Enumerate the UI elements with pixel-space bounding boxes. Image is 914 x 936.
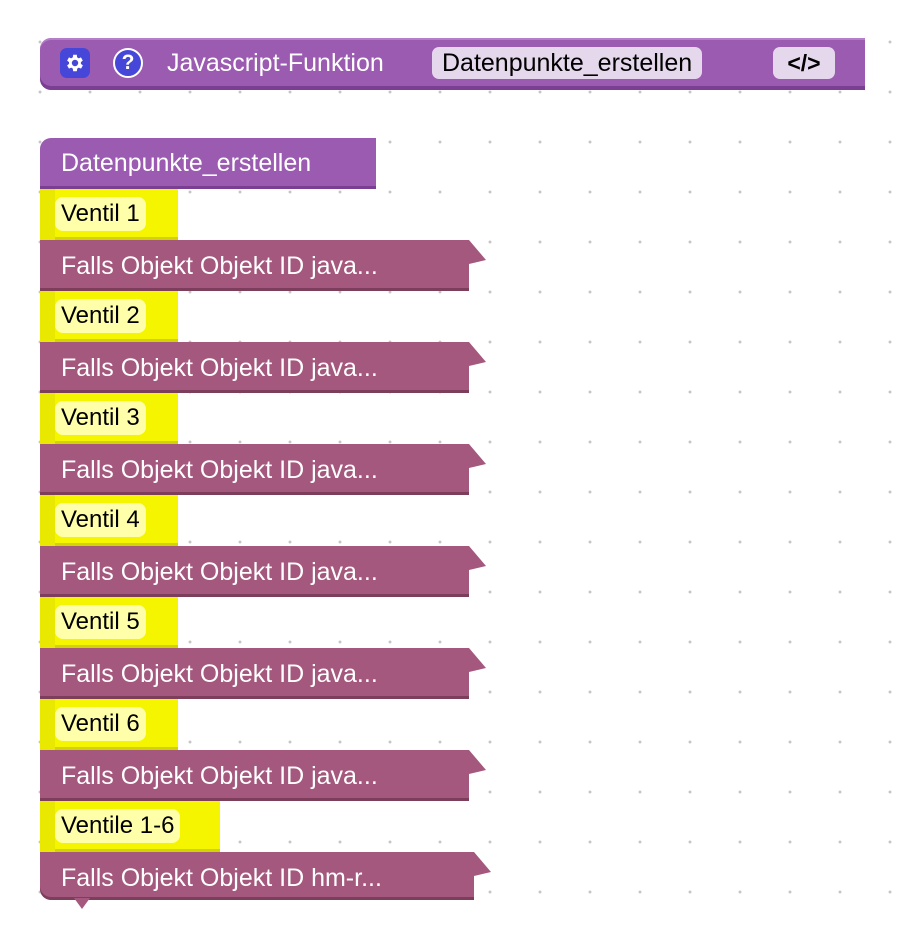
block-bottom-notch bbox=[74, 898, 90, 909]
comment-block[interactable]: Ventil 6 bbox=[40, 699, 178, 750]
comment-text[interactable]: Ventil 6 bbox=[55, 707, 146, 741]
falls-object-label: Falls Objekt Objekt ID java... bbox=[61, 762, 378, 790]
function-call-label: Datenpunkte_erstellen bbox=[61, 149, 312, 177]
comment-block[interactable]: Ventil 3 bbox=[40, 393, 178, 444]
comment-text[interactable]: Ventile 1-6 bbox=[55, 809, 181, 843]
code-view-button[interactable]: </> bbox=[773, 47, 835, 79]
falls-object-block[interactable]: Falls Objekt Objekt ID java... bbox=[40, 240, 486, 291]
comment-block[interactable]: Ventil 2 bbox=[40, 291, 178, 342]
falls-object-label: Falls Objekt Objekt ID java... bbox=[61, 252, 378, 280]
falls-object-block[interactable]: Falls Objekt Objekt ID java... bbox=[40, 444, 486, 495]
javascript-function-block[interactable]: ? Javascript-Funktion Datenpunkte_erstel… bbox=[40, 38, 865, 90]
falls-object-block[interactable]: Falls Objekt Objekt ID java... bbox=[40, 648, 486, 699]
comment-text[interactable]: Ventil 5 bbox=[55, 605, 146, 639]
falls-object-label: Falls Objekt Objekt ID java... bbox=[61, 558, 378, 586]
function-name-field[interactable]: Datenpunkte_erstellen bbox=[432, 47, 703, 79]
function-call-block[interactable]: Datenpunkte_erstellen bbox=[40, 138, 376, 189]
comment-block[interactable]: Ventil 4 bbox=[40, 495, 178, 546]
help-icon[interactable]: ? bbox=[113, 48, 143, 78]
falls-object-block[interactable]: Falls Objekt Objekt ID hm-r... bbox=[40, 852, 491, 900]
falls-object-label: Falls Objekt Objekt ID java... bbox=[61, 354, 378, 382]
gear-icon-svg bbox=[67, 54, 83, 72]
falls-object-block[interactable]: Falls Objekt Objekt ID java... bbox=[40, 750, 486, 801]
falls-object-label: Falls Objekt Objekt ID hm-r... bbox=[61, 864, 382, 892]
function-label: Javascript-Funktion bbox=[167, 49, 384, 77]
comment-block[interactable]: Ventile 1-6 bbox=[40, 801, 220, 852]
comment-text[interactable]: Ventil 2 bbox=[55, 299, 146, 333]
comment-text[interactable]: Ventil 1 bbox=[55, 197, 146, 231]
falls-object-block[interactable]: Falls Objekt Objekt ID java... bbox=[40, 546, 486, 597]
comment-text[interactable]: Ventil 4 bbox=[55, 503, 146, 537]
gear-icon[interactable] bbox=[60, 48, 90, 78]
comment-text[interactable]: Ventil 3 bbox=[55, 401, 146, 435]
falls-object-label: Falls Objekt Objekt ID java... bbox=[61, 660, 378, 688]
help-glyph: ? bbox=[121, 51, 135, 74]
falls-object-label: Falls Objekt Objekt ID java... bbox=[61, 456, 378, 484]
comment-block[interactable]: Ventil 1 bbox=[40, 189, 178, 240]
falls-object-block[interactable]: Falls Objekt Objekt ID java... bbox=[40, 342, 486, 393]
comment-block[interactable]: Ventil 5 bbox=[40, 597, 178, 648]
